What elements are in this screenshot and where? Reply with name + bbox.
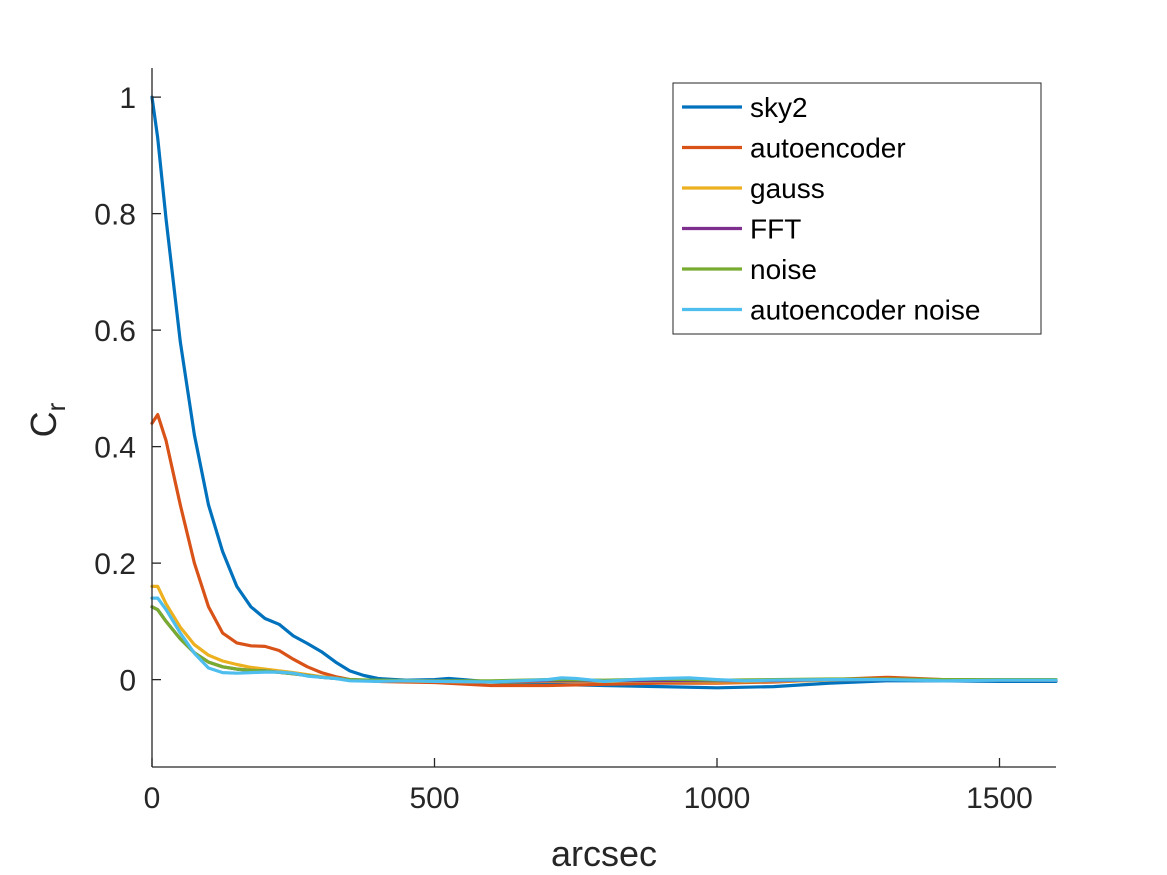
legend: sky2 autoencoder gauss FFT noise autoencoder …	[672, 82, 1042, 335]
y-axis-title-main: C	[23, 411, 64, 437]
x-tick-label: 1500	[966, 782, 1033, 815]
series-line-autoencoder-noise	[150, 596, 1058, 684]
y-axis-title-subscript: r	[41, 402, 71, 411]
y-tick-label: 0.8	[94, 199, 136, 232]
x-tick-label: 0	[144, 782, 161, 815]
legend-label-fft: FFT	[750, 214, 801, 245]
y-tick-label: 0	[119, 665, 136, 698]
x-tick-label: 500	[409, 782, 459, 815]
legend-label-autoencoder-noise: autoencoder noise	[750, 295, 980, 326]
legend-items: sky2 autoencoder gauss FFT noise autoencoder …	[682, 92, 980, 326]
x-tick-layer: 0 500 1000 1500	[144, 758, 1033, 815]
x-axis-title: arcsec	[551, 833, 657, 874]
x-tick-label: 1000	[684, 782, 751, 815]
legend-label-autoencoder: autoencoder	[750, 133, 906, 164]
y-tick-label: 0.4	[94, 432, 136, 465]
y-axis-title: Cr	[23, 402, 71, 437]
series-layer	[150, 95, 1058, 690]
y-tick-label: 1	[119, 82, 136, 115]
legend-label-noise: noise	[750, 254, 817, 285]
series-line-sky2	[150, 95, 1058, 690]
y-tick-label: 0.6	[94, 315, 136, 348]
y-tick-layer: 0 0.2 0.4 0.6 0.8 1	[94, 82, 161, 698]
legend-label-gauss: gauss	[750, 173, 825, 204]
legend-label-sky2: sky2	[750, 92, 808, 123]
axes-layer	[151, 68, 1056, 768]
y-tick-label: 0.2	[94, 548, 136, 581]
legend-box	[672, 82, 1042, 335]
